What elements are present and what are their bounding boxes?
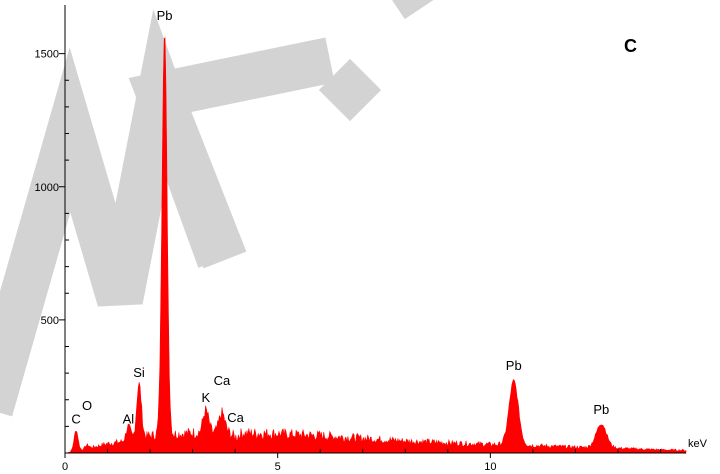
y-tick-label-500: 500: [41, 315, 59, 327]
panel-label: C: [624, 36, 637, 56]
peak-label-o-1: O: [82, 398, 92, 413]
peak-label-pb-4: Pb: [157, 8, 173, 23]
y-tick-label-1000: 1000: [35, 182, 59, 194]
peak-label-ca-7: Ca: [227, 410, 244, 425]
peak-label-al-2: Al: [123, 411, 135, 426]
x-tick-label-0: 0: [62, 461, 68, 473]
peak-label-pb-8: Pb: [506, 358, 522, 373]
peak-label-c-0: C: [71, 411, 80, 426]
watermark-logo: [0, 0, 434, 417]
x-tick-label-5: 5: [275, 461, 281, 473]
watermark-dot: [318, 58, 382, 122]
spectrum-series: [64, 37, 687, 454]
peak-label-k-5: K: [201, 390, 210, 405]
chart-axes: 500 1000 1500 0 5 10: [35, 5, 686, 473]
peak-label-ca-6: Ca: [214, 373, 231, 388]
x-tick-label-10: 10: [484, 461, 496, 473]
y-tick-label-1500: 1500: [35, 49, 59, 61]
spectrum-area: [64, 37, 687, 454]
peak-label-pb-9: Pb: [593, 402, 609, 417]
x-axis-unit-label: keV: [688, 438, 708, 450]
peak-label-si-3: Si: [133, 365, 145, 380]
watermark-letter-a: [128, 37, 335, 269]
peak-labels: CO Al Si Pb K Ca Ca Pb Pb: [71, 8, 609, 426]
